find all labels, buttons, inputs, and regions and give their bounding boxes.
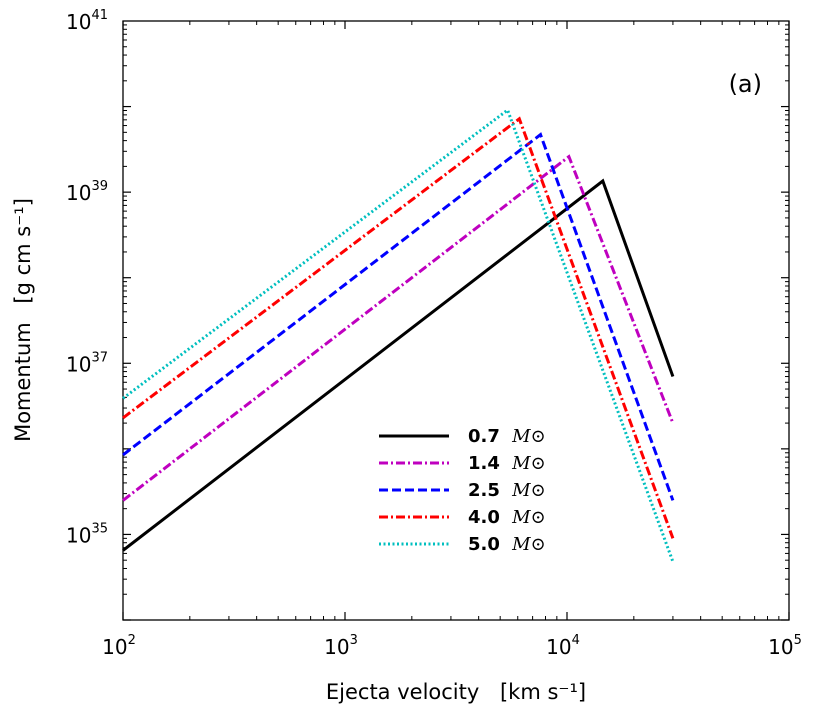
- y-tick-label-0: 1035: [66, 521, 108, 547]
- x-tick-base: 10: [546, 635, 571, 659]
- x-axis-title: Ejecta velocity [km s⁻¹]: [326, 680, 586, 704]
- y-tick-base: 10: [66, 523, 91, 547]
- legend-label-0-value: 0.7: [468, 426, 500, 447]
- legend-label-3-value: 4.0: [468, 507, 500, 528]
- panel-label: (a): [729, 70, 762, 98]
- legend-label-4-unit: M⊙: [511, 534, 546, 555]
- y-tick-base: 10: [66, 10, 91, 34]
- legend-label-0: 0.7 M⊙: [468, 426, 546, 447]
- legend-label-3-unit: M⊙: [511, 507, 546, 528]
- x-tick-label-0: 102: [102, 633, 136, 659]
- x-axis-label: Ejecta velocity: [326, 680, 479, 704]
- x-tick-label-3: 105: [768, 633, 802, 659]
- y-tick-label-2: 1039: [66, 179, 108, 205]
- legend-label-2-value: 2.5: [468, 480, 500, 501]
- legend: 0.7 M⊙ 1.4 M⊙ 2.5 M⊙ 4.0 M⊙ 5.0 M⊙: [379, 426, 546, 555]
- legend-label-0-unit: M⊙: [511, 426, 546, 447]
- y-axis-label: Momentum: [11, 322, 35, 442]
- series-line-3: [122, 116, 675, 539]
- series-lines: [122, 107, 675, 563]
- y-tick-exponent: 37: [91, 350, 108, 365]
- legend-label-1-value: 1.4: [468, 453, 500, 474]
- x-tick-exponent: 2: [128, 633, 136, 648]
- legend-label-2-unit: M⊙: [511, 480, 546, 501]
- x-tick-label-1: 103: [324, 633, 358, 659]
- legend-label-3: 4.0 M⊙: [468, 507, 546, 528]
- y-tick-base: 10: [66, 181, 91, 205]
- legend-label-2: 2.5 M⊙: [468, 480, 546, 501]
- x-tick-exponent: 3: [350, 633, 358, 648]
- y-axis-title: Momentum [g cm s⁻¹]: [11, 198, 35, 442]
- legend-label-4-value: 5.0: [468, 534, 500, 555]
- series-line-2: [122, 132, 675, 501]
- y-tick-base: 10: [66, 352, 91, 376]
- legend-lines: [379, 434, 449, 546]
- x-axis-unit: [km s⁻¹]: [500, 680, 586, 704]
- y-tick-label-1: 1037: [66, 350, 108, 376]
- y-tick-exponent: 39: [91, 179, 108, 194]
- x-tick-base: 10: [768, 635, 793, 659]
- x-tick-label-2: 104: [546, 633, 580, 659]
- y-tick-exponent: 41: [91, 8, 108, 23]
- x-tick-exponent: 4: [572, 633, 580, 648]
- x-tick-base: 10: [324, 635, 349, 659]
- legend-label-1: 1.4 M⊙: [468, 453, 546, 474]
- series-line-1: [122, 154, 675, 502]
- x-tick-base: 10: [102, 635, 127, 659]
- plot-frame: [122, 20, 790, 621]
- y-tick-label-3: 1041: [66, 8, 108, 34]
- y-axis-unit: [g cm s⁻¹]: [11, 198, 35, 304]
- series-line-0: [122, 178, 675, 552]
- legend-label-4: 5.0 M⊙: [468, 534, 546, 555]
- y-tick-exponent: 35: [91, 521, 108, 536]
- legend-label-1-unit: M⊙: [511, 453, 546, 474]
- x-tick-exponent: 5: [794, 633, 802, 648]
- series-line-4: [122, 107, 675, 563]
